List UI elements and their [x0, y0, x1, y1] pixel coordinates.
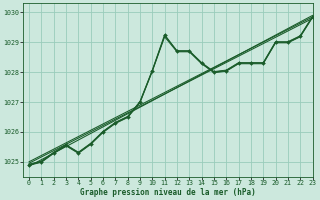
X-axis label: Graphe pression niveau de la mer (hPa): Graphe pression niveau de la mer (hPa)	[80, 188, 256, 197]
